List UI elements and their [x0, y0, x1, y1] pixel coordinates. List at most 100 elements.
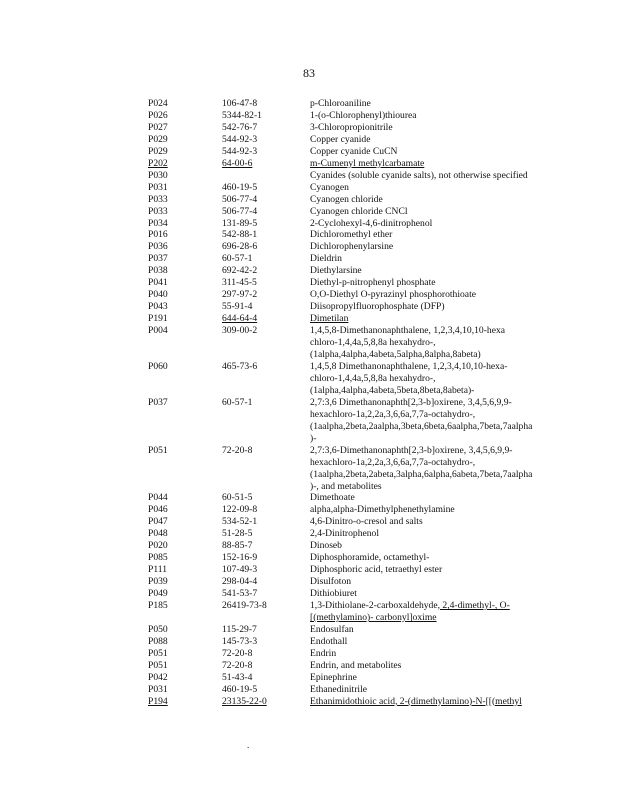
hazardous-waste-code: P040 [148, 289, 168, 301]
chemical-name: Endosulfan [310, 623, 354, 635]
table-row: P037 60-57-1 Dieldrin [148, 253, 568, 265]
chemical-name: Dichloromethyl ether [310, 229, 393, 241]
hazardous-waste-code: P037 [148, 253, 168, 265]
hazardous-waste-code: P046 [148, 504, 168, 516]
chemical-name: 2,7:3,6-Dimethanonaphth[2,3-b]oxirene, 3… [310, 444, 533, 492]
hazardous-waste-code: P020 [148, 540, 168, 552]
hazardous-waste-code: P191 [148, 313, 168, 325]
cas-number: 72-20-8 [222, 444, 253, 456]
cas-number: 534-52-1 [222, 516, 258, 528]
chemical-name: Endothall [310, 635, 348, 647]
cas-number: 51-43-4 [222, 671, 253, 683]
cas-number: 60-51-5 [222, 492, 253, 504]
cas-number: 465-73-6 [222, 360, 258, 372]
table-row: P026 5344-82-1 1-(o-Chlorophenyl)thiourea [148, 110, 568, 122]
chemical-name: Cyanogen chloride CNCl [310, 205, 408, 217]
cas-number: 106-47-8 [222, 98, 258, 109]
waste-code-table: P024 106-47-8 p-Chloroaniline P026 5344-82-1… [148, 98, 568, 708]
cas-number: 644-64-4 [222, 313, 258, 325]
chemical-name: Cyanogen [310, 181, 349, 193]
table-row: P085 152-16-9 Diphosphoramide, octamethyl- [148, 552, 568, 564]
chemical-name: Dimethoate [310, 492, 355, 504]
hazardous-waste-code: P047 [148, 516, 168, 528]
hazardous-waste-code: P044 [148, 492, 168, 504]
table-row: P042 51-43-4 Epinephrine [148, 672, 568, 684]
chemical-name: Diphosphoric acid, tetraethyl ester [310, 564, 443, 576]
chemical-name: 1,4,5,8-Dimethanonaphthalene, 1,2,3,4,10… [310, 325, 506, 361]
hazardous-waste-code: P027 [148, 121, 168, 133]
hazardous-waste-code: P202 [148, 157, 168, 169]
chemical-name: p-Chloroaniline [310, 98, 371, 109]
table-row: P185 26419-73-8 1,3-Dithiolane-2-carboxald… [148, 600, 568, 624]
table-row: P027 542-76-7 3-Chloropropionitrile [148, 122, 568, 134]
chemical-name: 2,7:3,6 Dimethanonaphth[2,3-b]oxirene, 3… [310, 396, 533, 444]
cas-number: 460-19-5 [222, 181, 258, 193]
hazardous-waste-code: P031 [148, 181, 168, 193]
chemical-name: Copper cyanide [310, 133, 371, 145]
table-row: P033 506-77-4 Cyanogen chloride [148, 194, 568, 206]
table-row: P111 107-49-3 Diphosphoric acid, tetraethy… [148, 564, 568, 576]
table-row: P088 145-73-3 Endothall [148, 636, 568, 648]
hazardous-waste-code: P031 [148, 683, 168, 695]
hazardous-waste-code: P029 [148, 145, 168, 157]
cas-number: 115-29-7 [222, 623, 257, 635]
cas-number: 122-09-8 [222, 504, 258, 516]
hazardous-waste-code: P048 [148, 528, 168, 540]
table-row: P060 465-73-6 1,4,5,8 Dimethanonaphthalene… [148, 361, 568, 397]
cas-number: 107-49-3 [222, 564, 258, 576]
cas-number: 298-04-4 [222, 576, 258, 588]
chemical-name-underlined-part: 2,4-dimethyl-, O- [(methylamino)- carbon… [310, 600, 510, 623]
chemical-name: Cyanogen chloride [310, 193, 383, 205]
hazardous-waste-code: P111 [148, 564, 168, 576]
hazardous-waste-code: P039 [148, 576, 168, 588]
chemical-name: Dimetilan [310, 313, 349, 325]
hazardous-waste-code: P016 [148, 229, 168, 241]
hazardous-waste-code: P194 [148, 695, 168, 707]
chemical-name: Dichlorophenylarsine [310, 241, 394, 253]
hazardous-waste-code: P088 [148, 635, 168, 647]
cas-number: 541-53-7 [222, 588, 258, 600]
chemical-name: 2,4-Dinitrophenol [310, 528, 380, 540]
chemical-name: Endrin, and metabolites [310, 659, 402, 671]
cas-number: 542-88-1 [222, 229, 258, 241]
hazardous-waste-code: P033 [148, 193, 168, 205]
chemical-name: Ethanedinitrile [310, 683, 368, 695]
chemical-name: Endrin [310, 647, 337, 659]
hazardous-waste-code: P033 [148, 205, 168, 217]
hazardous-waste-code: P041 [148, 277, 168, 289]
hazardous-waste-code: P034 [148, 217, 168, 229]
cas-number: 544-92-3 [222, 133, 258, 145]
cas-number: 60-57-1 [222, 253, 253, 265]
table-row: P016 542-88-1 Dichloromethyl ether [148, 229, 568, 241]
hazardous-waste-code: P042 [148, 671, 168, 683]
table-row: P051 72-20-8 Endrin, and metabolites [148, 660, 568, 672]
cas-number: 692-42-2 [222, 265, 258, 277]
cas-number: 72-20-8 [222, 659, 253, 671]
cas-number: 55-91-4 [222, 301, 253, 313]
hazardous-waste-code: P024 [148, 98, 168, 109]
hazardous-waste-code: P043 [148, 301, 168, 313]
chemical-name: Disulfoton [310, 576, 352, 588]
chemical-name: Diethyl-p-nitrophenyl phosphate [310, 277, 436, 289]
hazardous-waste-code: P050 [148, 623, 168, 635]
hazardous-waste-code: P049 [148, 588, 168, 600]
table-row: P029 544-92-3 Copper cyanide [148, 134, 568, 146]
cas-number: 23135-22-0 [222, 695, 267, 707]
chemical-name: O,O-Diethyl O-pyrazinyl phosphorothioate [310, 289, 476, 301]
cas-number: 309-00-2 [222, 325, 258, 337]
table-row: P191 644-64-4 Dimetilan [148, 313, 568, 325]
table-row: P038 692-42-2 Diethylarsine [148, 265, 568, 277]
hazardous-waste-code: P038 [148, 265, 168, 277]
cas-number: 311-45-5 [222, 277, 257, 289]
hazardous-waste-code: P051 [148, 659, 168, 671]
cas-number: 131-89-5 [222, 217, 258, 229]
hazardous-waste-code: P185 [148, 600, 168, 612]
chemical-name: Diethylarsine [310, 265, 362, 277]
cas-number: 64-00-6 [222, 157, 253, 169]
chemical-name: Diisopropylfluorophosphate (DFP) [310, 301, 445, 313]
chemical-name: Dieldrin [310, 253, 342, 265]
hazardous-waste-code: P037 [148, 396, 168, 408]
cas-number: 297-97-2 [222, 289, 258, 301]
cas-number: 26419-73-8 [222, 600, 267, 612]
cas-number: 544-92-3 [222, 145, 258, 157]
